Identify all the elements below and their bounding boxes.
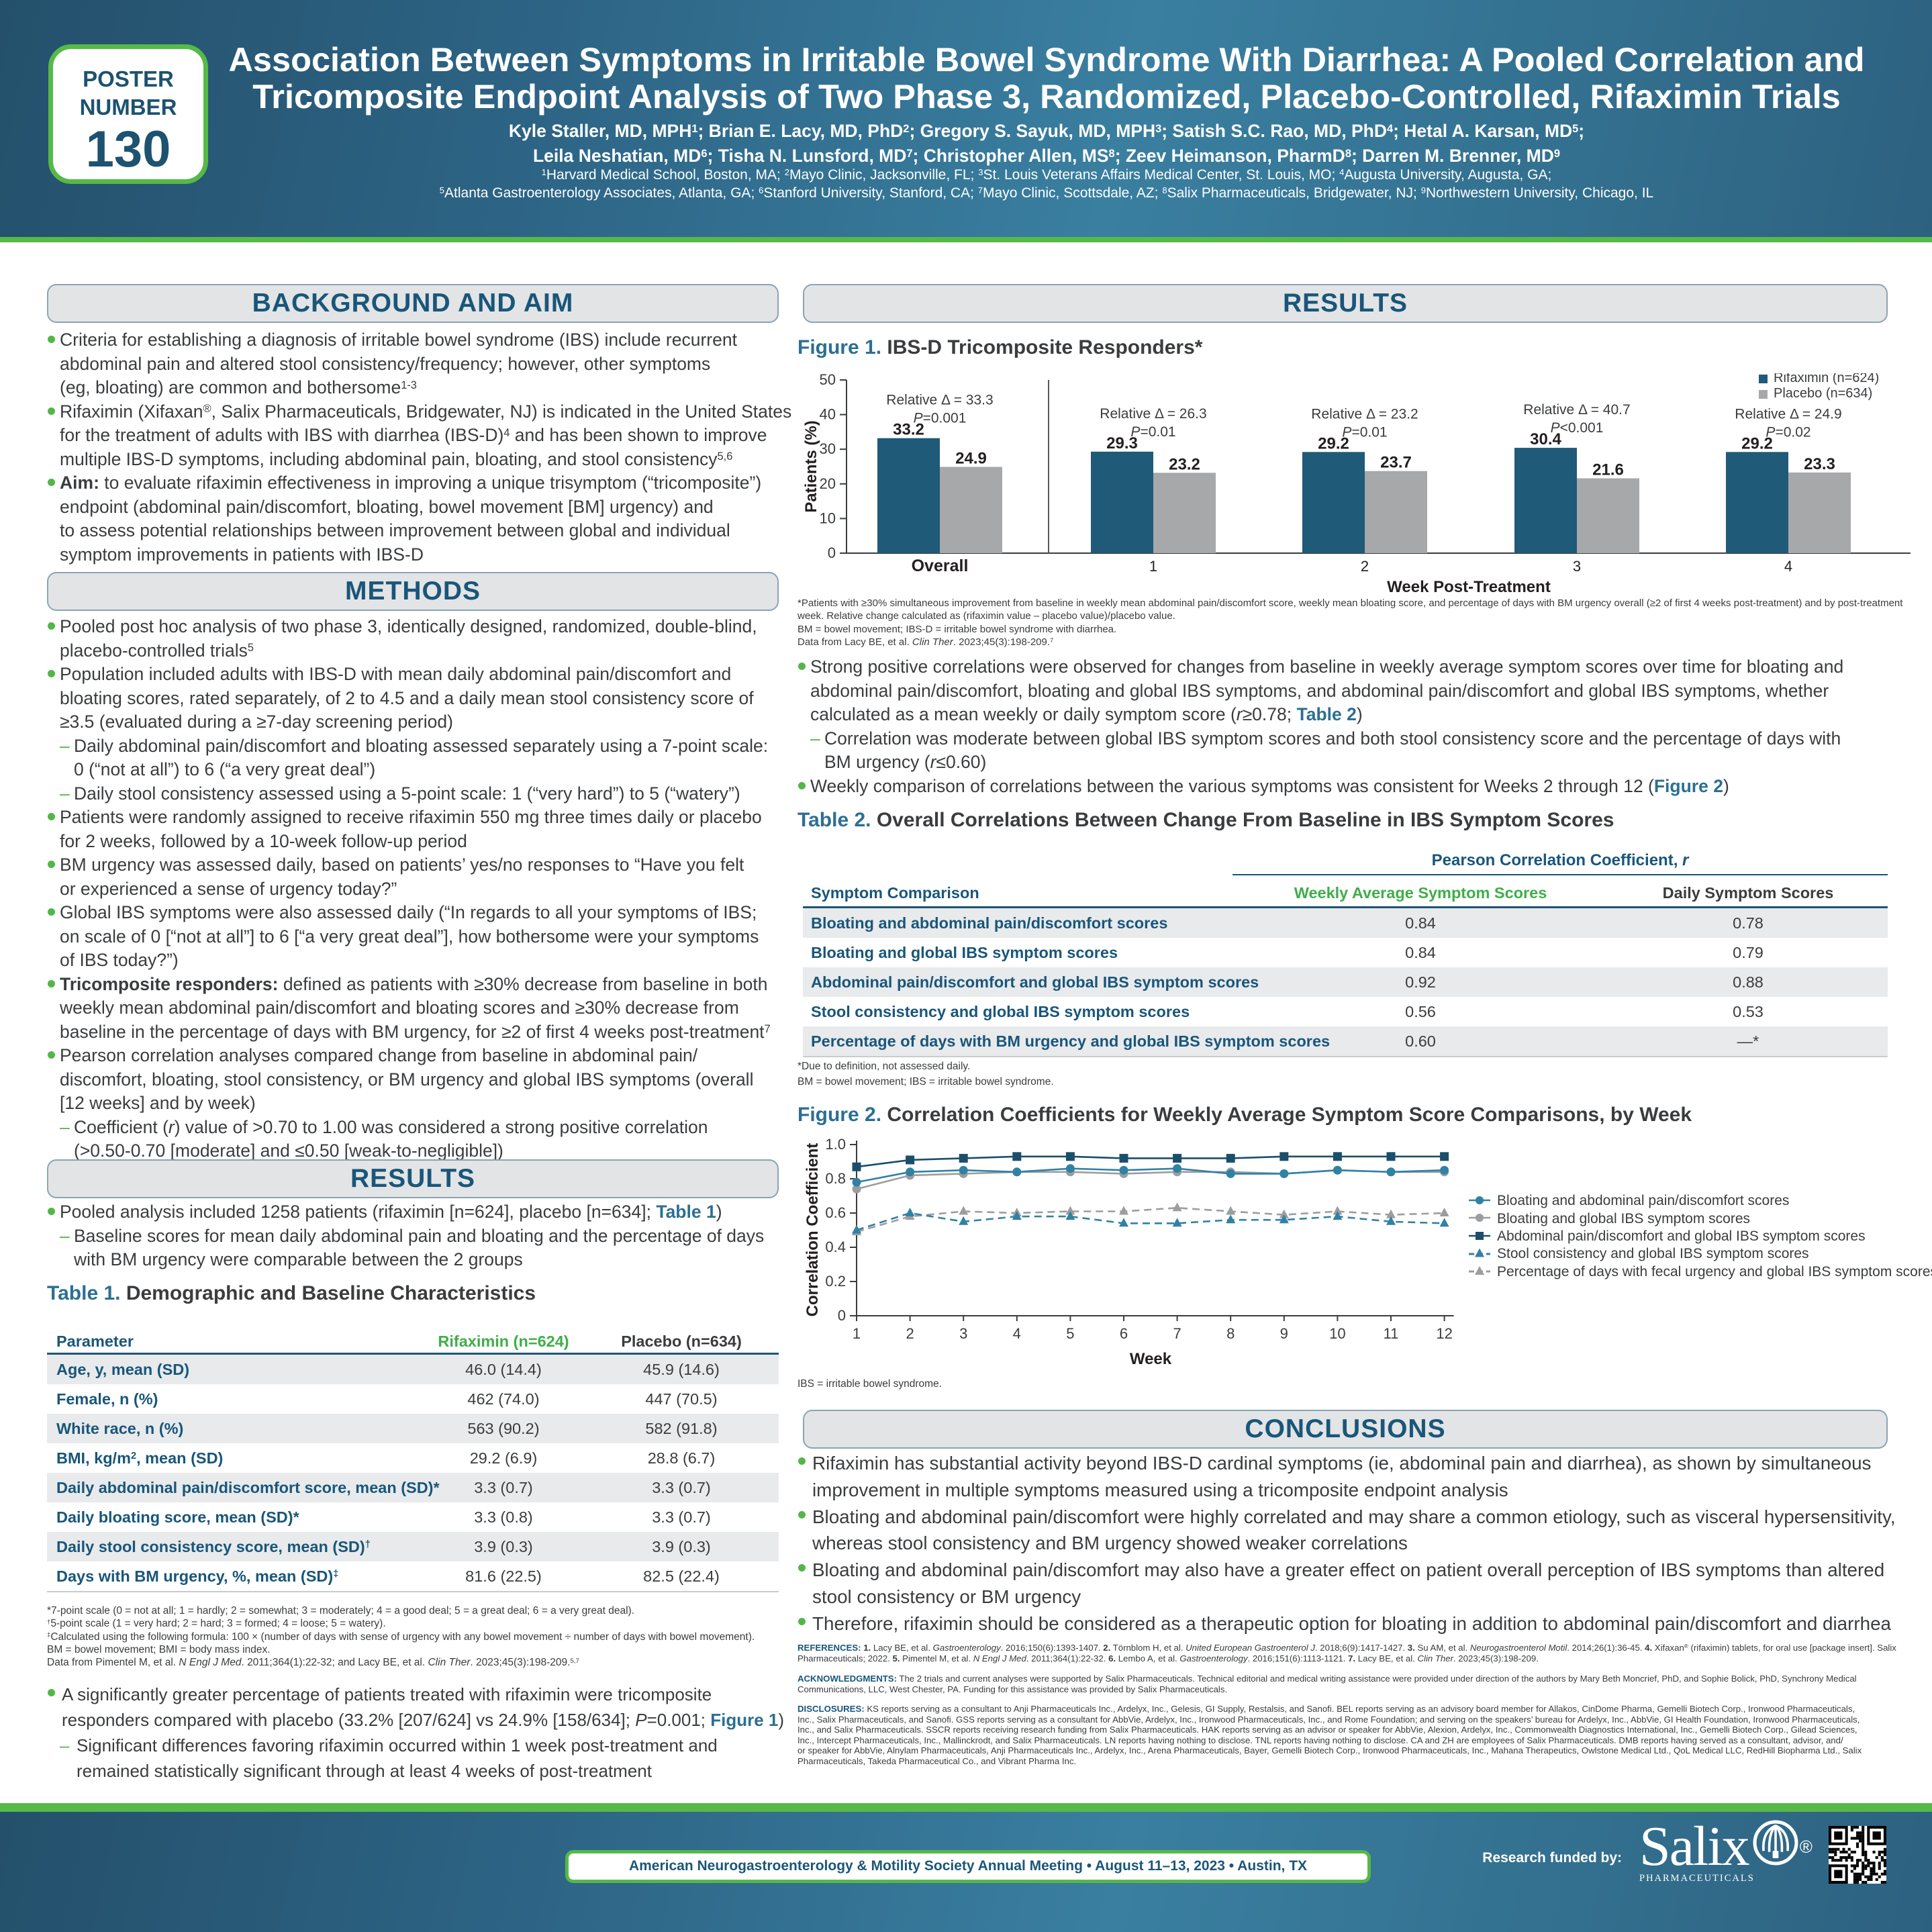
svg-text:4: 4 [1013, 1325, 1021, 1342]
svg-text:8: 8 [1226, 1325, 1235, 1342]
svg-text:Week: Week [1130, 1350, 1172, 1368]
svg-text:2: 2 [1361, 558, 1369, 575]
svg-text:P=0.01: P=0.01 [1130, 424, 1175, 440]
svg-text:21.6: 21.6 [1592, 461, 1624, 479]
svg-text:P<0.001: P<0.001 [1551, 420, 1604, 436]
svg-text:4: 4 [1784, 558, 1792, 575]
svg-text:Relative Δ = 26.3: Relative Δ = 26.3 [1100, 406, 1206, 422]
svg-text:Percentage of days with fecal: Percentage of days with fecal urgency an… [1497, 1264, 1932, 1279]
svg-text:23.3: 23.3 [1804, 455, 1835, 473]
svg-text:0.8: 0.8 [825, 1170, 846, 1187]
svg-text:3: 3 [1573, 558, 1581, 575]
svg-text:0.2: 0.2 [825, 1273, 846, 1290]
svg-text:0: 0 [838, 1307, 846, 1324]
svg-text:Relative Δ = 40.7: Relative Δ = 40.7 [1523, 402, 1630, 418]
svg-text:P=0.01: P=0.01 [1342, 424, 1387, 440]
svg-text:3: 3 [959, 1325, 967, 1342]
svg-text:11: 11 [1384, 1325, 1399, 1342]
svg-text:20: 20 [820, 475, 836, 492]
svg-text:Bloating and global IBS sympto: Bloating and global IBS symptom scores [1497, 1211, 1750, 1226]
svg-text:10: 10 [1329, 1325, 1345, 1342]
svg-text:7: 7 [1173, 1325, 1181, 1342]
svg-text:0.6: 0.6 [825, 1204, 846, 1221]
svg-text:1.0: 1.0 [825, 1136, 846, 1153]
svg-text:Stool consistency and global I: Stool consistency and global IBS symptom… [1497, 1246, 1809, 1261]
svg-text:P=0.02: P=0.02 [1766, 424, 1810, 440]
svg-text:Week Post-Treatment: Week Post-Treatment [1387, 578, 1551, 596]
svg-text:Overall: Overall [912, 557, 969, 575]
svg-text:30.4: 30.4 [1530, 430, 1561, 448]
svg-text:29.2: 29.2 [1741, 434, 1773, 452]
svg-text:40: 40 [820, 406, 836, 423]
svg-text:23.7: 23.7 [1380, 454, 1412, 472]
svg-text:2: 2 [906, 1325, 914, 1342]
svg-text:29.3: 29.3 [1106, 434, 1138, 452]
svg-text:Abdominal pain/discomfort and: Abdominal pain/discomfort and global IBS… [1497, 1228, 1866, 1244]
svg-text:30: 30 [820, 440, 836, 457]
svg-text:Patients (%): Patients (%) [803, 420, 820, 512]
svg-text:Relative Δ = 23.2: Relative Δ = 23.2 [1311, 406, 1418, 422]
svg-text:Rifaximin (n=624): Rifaximin (n=624) [1774, 373, 1879, 385]
svg-text:Correlation Coefficient: Correlation Coefficient [804, 1143, 822, 1317]
svg-text:24.9: 24.9 [955, 450, 987, 468]
svg-text:0.4: 0.4 [825, 1239, 846, 1255]
svg-text:1: 1 [1149, 558, 1157, 575]
svg-text:Relative Δ = 24.9: Relative Δ = 24.9 [1735, 406, 1841, 422]
svg-text:5: 5 [1066, 1325, 1074, 1342]
svg-text:Placebo (n=634): Placebo (n=634) [1774, 386, 1872, 401]
svg-text:P=0.001: P=0.001 [914, 411, 967, 426]
svg-text:6: 6 [1120, 1325, 1128, 1342]
svg-text:10: 10 [820, 510, 836, 526]
svg-text:1: 1 [853, 1325, 861, 1342]
svg-text:29.2: 29.2 [1318, 434, 1349, 452]
svg-text:33.2: 33.2 [893, 421, 924, 439]
svg-text:0: 0 [828, 544, 836, 561]
svg-text:Bloating and abdominal pain/di: Bloating and abdominal pain/discomfort s… [1497, 1193, 1789, 1208]
svg-text:9: 9 [1280, 1325, 1288, 1342]
svg-text:23.2: 23.2 [1169, 455, 1200, 473]
svg-text:12: 12 [1436, 1325, 1452, 1342]
svg-text:Relative Δ = 33.3: Relative Δ = 33.3 [886, 393, 993, 408]
svg-text:50: 50 [820, 373, 836, 388]
